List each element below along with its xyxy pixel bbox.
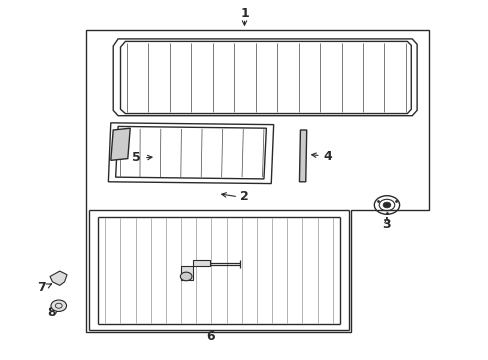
Polygon shape: [111, 128, 130, 160]
Text: 7: 7: [37, 281, 46, 294]
Text: 6: 6: [206, 330, 214, 343]
Text: 5: 5: [132, 151, 141, 165]
Text: 2: 2: [240, 190, 248, 203]
Text: 1: 1: [240, 8, 248, 21]
Circle shape: [51, 300, 66, 311]
Text: 3: 3: [382, 218, 390, 231]
Text: 4: 4: [323, 150, 332, 163]
Polygon shape: [50, 271, 67, 285]
Circle shape: [382, 202, 390, 208]
Polygon shape: [299, 130, 306, 182]
Polygon shape: [181, 260, 210, 280]
Text: 8: 8: [47, 306, 56, 319]
Circle shape: [180, 272, 192, 281]
